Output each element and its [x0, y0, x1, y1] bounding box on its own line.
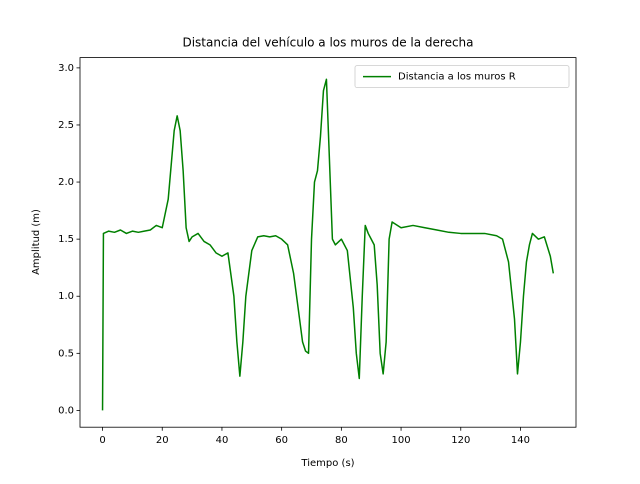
x-tick-label: 140 — [511, 435, 530, 446]
y-tick-label: 1.0 — [58, 291, 74, 302]
y-axis-label: Amplitud (m) — [31, 209, 42, 275]
x-tick-label: 0 — [99, 435, 105, 446]
x-tick-label: 100 — [392, 435, 411, 446]
x-tick-label: 20 — [156, 435, 169, 446]
x-tick-label: 120 — [451, 435, 470, 446]
plot-frame — [79, 57, 577, 428]
y-tick-label: 3.0 — [58, 63, 74, 74]
x-tick-label: 40 — [216, 435, 229, 446]
y-tick-label: 0.0 — [58, 405, 74, 416]
legend-box — [354, 65, 570, 88]
y-tick-label: 2.0 — [58, 177, 74, 188]
y-tick-label: 1.5 — [58, 234, 74, 245]
legend-label: Distancia a los muros R — [398, 72, 516, 83]
x-tick-label: 80 — [335, 435, 348, 446]
chart-title: Distancia del vehículo a los muros de la… — [182, 36, 473, 50]
x-tick-label: 60 — [275, 435, 288, 446]
data-line — [101, 78, 555, 411]
y-tick-label: 2.5 — [58, 120, 74, 131]
y-tick-label: 0.5 — [58, 348, 74, 359]
x-axis-label: Tiempo (s) — [300, 458, 354, 469]
